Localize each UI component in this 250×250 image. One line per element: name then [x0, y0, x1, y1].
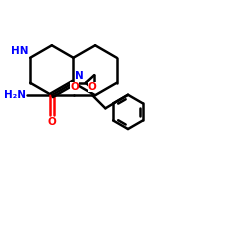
Text: O: O [48, 118, 56, 128]
Text: N: N [75, 71, 84, 81]
Text: O: O [70, 82, 79, 92]
Text: O: O [88, 82, 97, 92]
Text: HN: HN [12, 46, 29, 56]
Text: H₂N: H₂N [4, 90, 26, 100]
